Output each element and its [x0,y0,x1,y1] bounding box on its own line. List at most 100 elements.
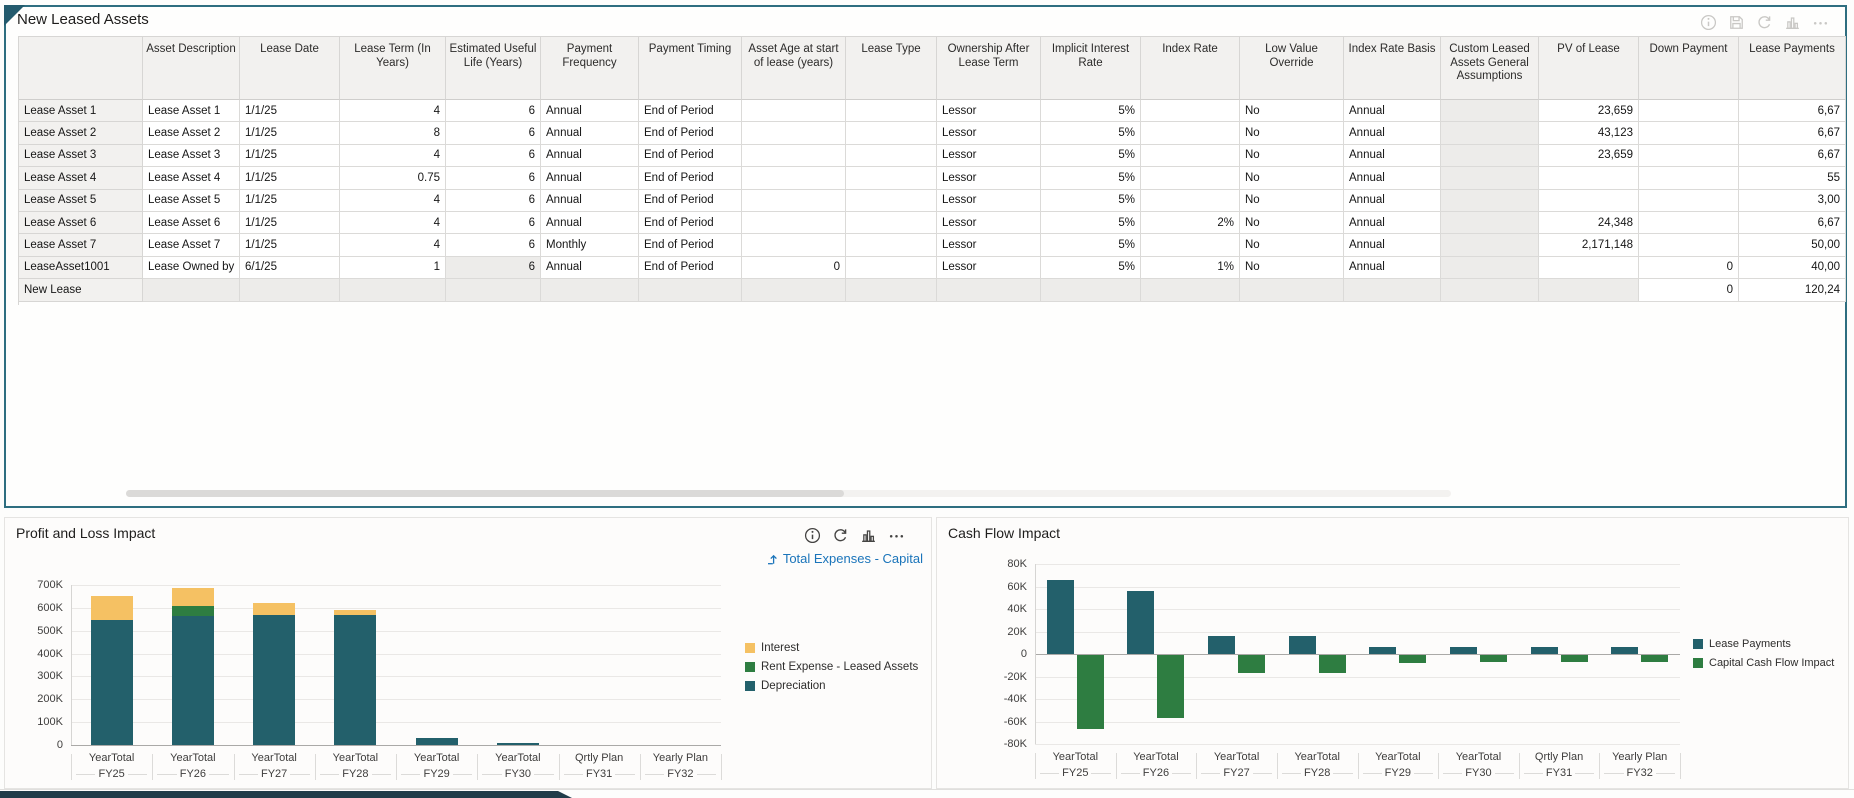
bar-segment[interactable] [1076,655,1104,730]
table-cell[interactable] [846,234,937,257]
bar-segment[interactable] [1611,646,1639,654]
table-cell[interactable] [742,100,846,123]
table-cell[interactable]: 6/1/25 [240,256,340,280]
table-cell[interactable]: Annual [1344,144,1441,168]
table-cell[interactable]: Annual [541,212,639,235]
table-cell[interactable]: Lessor [937,189,1041,212]
table-cell[interactable] [1639,189,1739,212]
bar-segment[interactable] [1238,655,1266,673]
table-cell[interactable]: Annual [1344,234,1441,257]
bar-segment[interactable] [171,615,214,745]
table-cell[interactable]: 5% [1041,100,1141,123]
table-cell[interactable]: 23,659 [1539,100,1639,123]
table-cell[interactable] [846,144,937,168]
table-cell[interactable] [846,122,937,145]
table-cell[interactable]: End of Period [639,100,742,123]
table-cell[interactable]: End of Period [639,189,742,212]
bar-segment[interactable] [1399,655,1427,663]
table-cell[interactable]: Annual [541,100,639,123]
bar-segment[interactable] [1449,646,1477,654]
table-cell[interactable]: Annual [541,144,639,168]
table-cell[interactable]: 43,123 [1539,122,1639,145]
table-cell[interactable]: No [1240,122,1344,145]
table-cell[interactable]: Annual [541,256,639,280]
table-cell[interactable]: No [1240,189,1344,212]
bar-segment[interactable] [1127,591,1155,654]
info-icon[interactable] [1700,14,1717,31]
table-cell[interactable]: 6 [446,167,541,190]
table-cell[interactable]: Lessor [937,212,1041,235]
table-cell[interactable]: 5% [1041,234,1141,257]
table-cell[interactable] [742,234,846,257]
chart-icon[interactable] [860,527,877,544]
table-cell[interactable]: End of Period [639,256,742,280]
table-cell[interactable]: No [1240,256,1344,280]
table-cell[interactable]: 0 [1639,256,1739,280]
table-cell[interactable]: 1/1/25 [240,144,340,168]
table-cell[interactable]: 1 [340,256,446,280]
table-cell[interactable]: 3,00 [1739,189,1846,212]
table-cell[interactable]: 6,67 [1739,212,1846,235]
table-cell[interactable] [742,189,846,212]
bar-segment[interactable] [90,620,133,745]
table-cell[interactable]: 4 [340,100,446,123]
table-cell[interactable]: 1/1/25 [240,234,340,257]
table-cell[interactable]: 5% [1041,212,1141,235]
table-cell[interactable]: 4 [340,189,446,212]
table-cell[interactable]: 5% [1041,167,1141,190]
table-cell[interactable]: 23,659 [1539,144,1639,168]
table-cell[interactable]: No [1240,167,1344,190]
table-cell[interactable]: 1% [1141,256,1240,280]
table-cell[interactable] [742,212,846,235]
table-cell[interactable]: Annual [541,122,639,145]
table-cell[interactable]: 1/1/25 [240,189,340,212]
table-cell[interactable] [742,144,846,168]
table-cell[interactable]: 1/1/25 [240,122,340,145]
table-cell[interactable]: 6 [446,234,541,257]
table-cell[interactable]: Annual [1344,122,1441,145]
table-cell[interactable]: Annual [541,167,639,190]
table-cell[interactable]: Annual [1344,167,1441,190]
table-cell[interactable]: Lease Asset 3 [143,144,240,168]
table-cell[interactable] [1639,100,1739,123]
more-icon[interactable] [1812,14,1829,31]
grid-horizontal-scrollbar[interactable] [126,490,1451,497]
table-cell[interactable] [1141,100,1240,123]
bar-segment[interactable] [1530,646,1558,654]
table-cell[interactable]: 8 [340,122,446,145]
table-cell[interactable]: 2,171,148 [1539,234,1639,257]
bar-segment[interactable] [253,615,296,745]
bar-segment[interactable] [1288,636,1316,654]
table-cell[interactable]: Lease Asset 6 [143,212,240,235]
table-cell[interactable]: End of Period [639,144,742,168]
table-cell[interactable]: 1/1/25 [240,100,340,123]
bar-segment[interactable] [1641,655,1669,663]
table-cell[interactable]: Lessor [937,167,1041,190]
table-cell[interactable] [742,122,846,145]
table-cell[interactable]: 5% [1041,122,1141,145]
table-cell[interactable] [846,212,937,235]
table-cell[interactable]: 5% [1041,144,1141,168]
table-cell[interactable]: Lessor [937,144,1041,168]
table-cell[interactable] [1141,144,1240,168]
table-cell[interactable] [1141,122,1240,145]
table-cell[interactable]: 0 [742,256,846,280]
table-cell[interactable] [1539,167,1639,190]
table-cell[interactable]: No [1240,212,1344,235]
chart-icon[interactable] [1784,14,1801,31]
table-cell[interactable]: End of Period [639,234,742,257]
table-cell[interactable]: No [1240,144,1344,168]
table-cell[interactable]: Lease Owned by [143,256,240,280]
table-cell[interactable]: End of Period [639,122,742,145]
table-cell[interactable]: 6 [446,144,541,168]
table-cell[interactable]: End of Period [639,167,742,190]
drill-up-link[interactable]: Total Expenses - Capital [766,551,923,566]
table-cell[interactable] [742,167,846,190]
table-cell[interactable] [846,256,937,280]
table-cell[interactable]: 5% [1041,256,1141,280]
table-cell[interactable]: 2% [1141,212,1240,235]
table-cell[interactable]: No [1240,234,1344,257]
bar-segment[interactable] [334,615,377,745]
bar-segment[interactable] [1208,636,1236,654]
table-cell[interactable]: 40,00 [1739,256,1846,280]
